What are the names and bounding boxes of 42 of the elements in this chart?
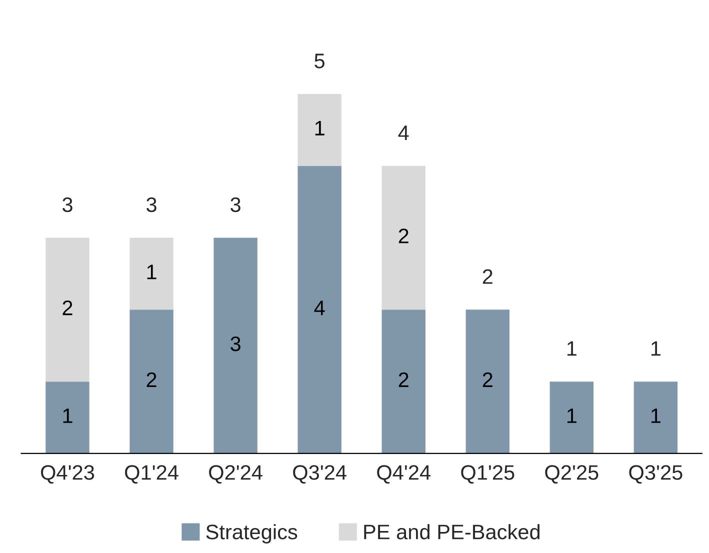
total-label: 3 <box>62 197 72 212</box>
total-label: 4 <box>398 126 409 140</box>
data-label: 2 <box>146 372 156 387</box>
x-tick-label: Q4'23 <box>41 465 94 484</box>
data-label: 2 <box>482 372 492 387</box>
total-label: 1 <box>651 341 660 356</box>
legend-label: PE and PE-Backed <box>364 524 540 540</box>
data-label: 1 <box>651 408 660 423</box>
bar <box>634 382 678 454</box>
bar <box>382 166 426 310</box>
data-label: 2 <box>398 228 408 244</box>
total-label: 1 <box>567 341 576 356</box>
x-tick-label: Q2'24 <box>209 465 262 484</box>
bar <box>298 94 342 166</box>
total-label: 3 <box>230 197 240 212</box>
data-label: 1 <box>147 264 156 280</box>
bar <box>382 310 426 454</box>
x-tick-label: Q1'25 <box>461 465 514 484</box>
total-label: 5 <box>314 54 324 68</box>
total-label: 2 <box>482 269 492 284</box>
bar <box>46 238 90 382</box>
x-tick-label: Q1'24 <box>125 465 178 484</box>
bar <box>130 310 174 454</box>
x-tick-label: Q3'25 <box>629 465 682 484</box>
legend-label: Strategics <box>206 524 298 544</box>
bar <box>46 382 90 454</box>
data-label: 3 <box>230 336 240 352</box>
data-label: 1 <box>567 408 576 423</box>
bar <box>466 310 510 454</box>
data-label: 1 <box>315 121 324 136</box>
data-label: 4 <box>314 300 325 316</box>
bar <box>214 238 258 454</box>
data-label: 1 <box>63 408 72 423</box>
data-label: 2 <box>62 300 72 316</box>
bar <box>130 238 174 310</box>
bar <box>550 382 594 454</box>
x-tick-label: Q3'24 <box>293 465 346 484</box>
x-tick-label: Q4'24 <box>377 465 430 484</box>
data-label: 2 <box>398 372 408 387</box>
bar <box>298 166 342 454</box>
total-label: 3 <box>146 197 156 212</box>
x-tick-label: Q2'25 <box>545 465 598 484</box>
